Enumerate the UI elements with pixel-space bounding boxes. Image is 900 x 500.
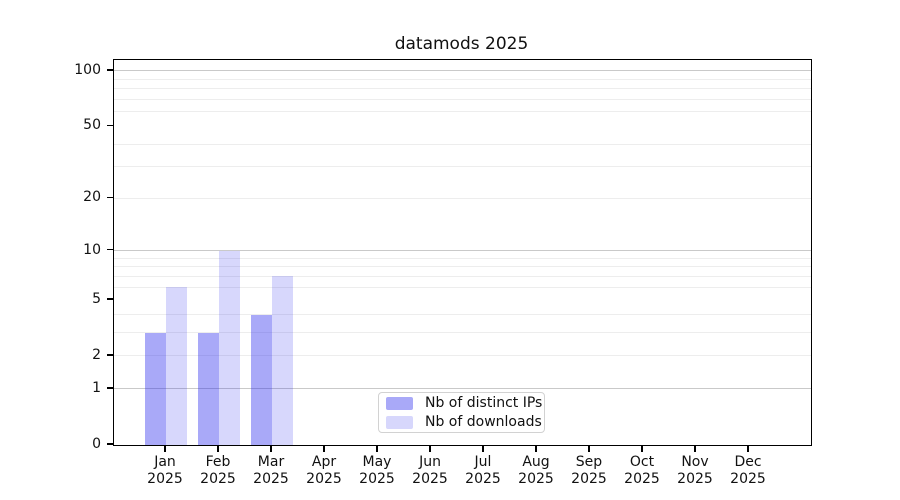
y-tick-label: 2 xyxy=(92,346,101,363)
major-gridline xyxy=(114,388,811,390)
y-tick-mark xyxy=(107,387,113,389)
major-gridline xyxy=(114,250,811,252)
x-tick-mark xyxy=(429,445,431,452)
x-tick-mark xyxy=(164,445,166,452)
bar-nb-of-distinct-ips-mar xyxy=(251,314,272,445)
y-tick-label: 1 xyxy=(92,379,101,396)
x-tick-label: Oct 2025 xyxy=(624,454,660,487)
y-tick-mark xyxy=(107,354,113,356)
minor-gridline xyxy=(114,266,811,268)
x-tick-mark xyxy=(535,445,537,452)
x-tick-label: Jul 2025 xyxy=(465,454,501,487)
y-tick-mark xyxy=(107,443,113,445)
y-tick-label: 100 xyxy=(74,61,101,78)
legend-swatch-downloads xyxy=(386,415,413,429)
y-tick-label: 20 xyxy=(83,189,101,206)
x-tick-mark xyxy=(323,445,325,452)
x-tick-mark xyxy=(217,445,219,452)
major-gridline xyxy=(114,70,811,72)
x-tick-label: Nov 2025 xyxy=(677,454,713,487)
y-tick-label: 0 xyxy=(92,436,101,452)
minor-gridline xyxy=(114,332,811,334)
x-tick-label: Feb 2025 xyxy=(200,454,236,487)
minor-gridline xyxy=(114,355,811,357)
minor-gridline xyxy=(114,314,811,316)
minor-gridline xyxy=(114,166,811,168)
bar-nb-of-downloads-jan xyxy=(166,287,187,445)
y-tick-mark xyxy=(107,248,113,251)
plot-area xyxy=(113,59,812,446)
x-tick-mark xyxy=(482,445,484,452)
x-tick-label: Jun 2025 xyxy=(412,454,448,487)
minor-gridline xyxy=(114,111,811,113)
y-tick-label: 5 xyxy=(92,290,101,307)
chart-title: datamods 2025 xyxy=(394,34,529,54)
bar-nb-of-downloads-feb xyxy=(219,250,240,445)
minor-gridline xyxy=(114,143,811,145)
x-tick-mark xyxy=(694,445,696,452)
bar-nb-of-distinct-ips-jan xyxy=(145,332,166,445)
legend-item-distinct-ips: Nb of distinct IPs xyxy=(386,395,542,411)
x-tick-label: Jan 2025 xyxy=(147,454,183,487)
y-tick-mark xyxy=(107,69,113,71)
x-tick-label: Dec 2025 xyxy=(730,454,766,487)
legend-label-distinct-ips: Nb of distinct IPs xyxy=(425,395,543,411)
x-tick-label: Sep 2025 xyxy=(571,454,607,487)
y-tick-mark xyxy=(107,196,113,199)
y-tick-label: 50 xyxy=(83,117,101,134)
legend-swatch-distinct-ips xyxy=(386,396,413,410)
x-tick-mark xyxy=(747,445,749,452)
x-tick-mark xyxy=(641,445,643,452)
x-tick-mark xyxy=(376,445,378,452)
minor-gridline xyxy=(114,275,811,277)
x-tick-mark xyxy=(588,445,590,452)
x-tick-label: Mar 2025 xyxy=(253,454,289,487)
bar-nb-of-downloads-mar xyxy=(272,276,293,445)
minor-gridline xyxy=(114,257,811,259)
x-tick-label: Aug 2025 xyxy=(518,454,554,487)
legend-label-downloads: Nb of downloads xyxy=(425,414,542,430)
minor-gridline xyxy=(114,78,811,80)
minor-gridline xyxy=(114,286,811,288)
x-tick-mark xyxy=(270,445,272,452)
legend: Nb of distinct IPs Nb of downloads xyxy=(378,392,545,433)
minor-gridline xyxy=(114,88,811,90)
y-tick-mark xyxy=(107,124,113,127)
bar-nb-of-distinct-ips-feb xyxy=(198,332,219,445)
x-tick-label: Apr 2025 xyxy=(306,454,342,487)
legend-item-downloads: Nb of downloads xyxy=(386,414,542,430)
y-tick-mark xyxy=(107,298,113,300)
minor-gridline xyxy=(114,99,811,101)
minor-gridline xyxy=(114,197,811,199)
y-tick-label: 10 xyxy=(83,241,101,258)
x-tick-label: May 2025 xyxy=(359,454,395,487)
